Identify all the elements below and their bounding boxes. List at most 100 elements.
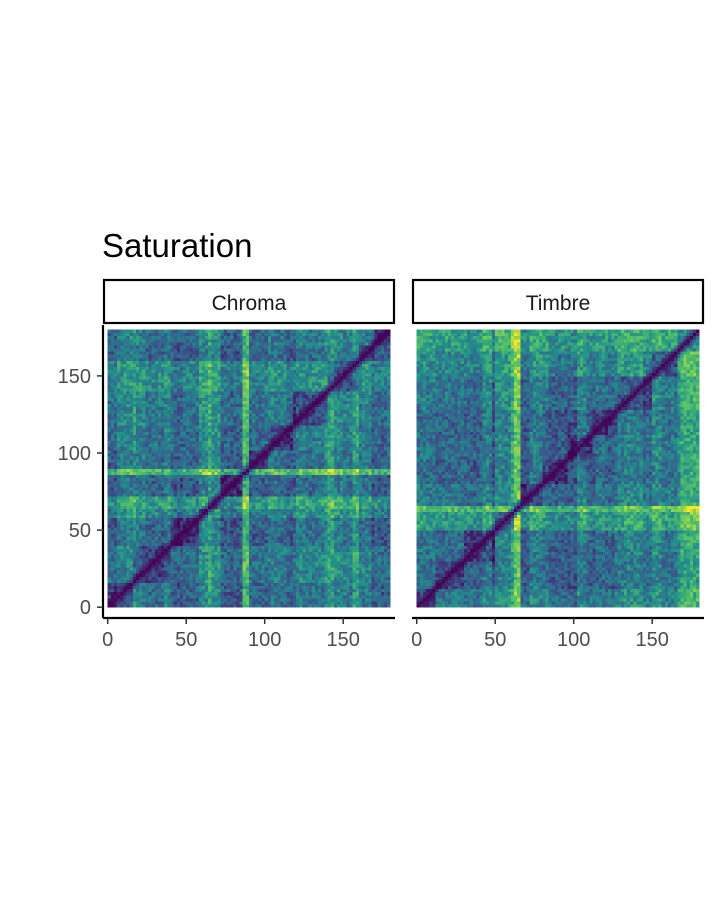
heatmap-tile	[217, 345, 222, 349]
heatmap-tile	[173, 502, 178, 506]
heatmap-tile	[145, 341, 149, 346]
heatmap-tile	[107, 351, 112, 355]
heatmap-tile	[164, 505, 168, 509]
heatmap-tile	[236, 465, 240, 469]
heatmap-tile	[195, 477, 200, 482]
heatmap-tile	[129, 391, 134, 395]
heatmap-tile	[252, 511, 256, 516]
heatmap-tile	[145, 415, 149, 420]
heatmap-tile	[117, 409, 121, 414]
heatmap-tile	[139, 471, 143, 475]
heatmap-tile	[195, 332, 200, 337]
heatmap-tile	[227, 452, 231, 457]
heatmap-tile	[129, 332, 134, 337]
heatmap-tile	[245, 536, 250, 540]
heatmap-tile	[233, 594, 237, 599]
heatmap-tile	[176, 539, 181, 543]
heatmap-tile	[258, 372, 262, 377]
heatmap-tile	[139, 465, 143, 469]
heatmap-tile	[189, 456, 193, 460]
heatmap-tile	[123, 554, 127, 559]
heatmap-tile	[274, 422, 278, 426]
heatmap-tile	[264, 496, 269, 500]
heatmap-tile	[189, 378, 193, 383]
heatmap-tile	[267, 542, 272, 546]
heatmap-tile	[145, 517, 149, 522]
heatmap-tile	[183, 354, 187, 358]
heatmap-tile	[233, 486, 237, 491]
heatmap-tile	[107, 332, 112, 337]
heatmap-tile	[217, 341, 222, 346]
heatmap-tile	[277, 345, 281, 349]
heatmap-tile	[211, 351, 215, 355]
heatmap-tile	[198, 345, 203, 349]
heatmap-tile	[132, 517, 137, 522]
heatmap-tile	[154, 431, 159, 435]
heatmap-tile	[230, 582, 234, 587]
heatmap-tile	[151, 360, 156, 364]
heatmap-tile	[110, 434, 115, 438]
heatmap-tile	[151, 585, 156, 590]
heatmap-tile	[129, 338, 134, 343]
heatmap-tile	[280, 527, 284, 531]
heatmap-tile	[132, 508, 137, 512]
heatmap-tile	[186, 573, 190, 577]
heatmap-tile	[142, 502, 146, 506]
heatmap-tile	[220, 545, 225, 550]
heatmap-tile	[120, 508, 124, 512]
heatmap-tile	[126, 422, 131, 426]
heatmap-tile	[223, 505, 228, 509]
heatmap-tile	[211, 493, 215, 497]
heatmap-tile	[208, 542, 212, 546]
heatmap-tile	[252, 496, 256, 500]
heatmap-tile	[132, 601, 137, 605]
heatmap-tile	[227, 527, 231, 531]
heatmap-tile	[261, 508, 266, 512]
heatmap-tile	[236, 357, 240, 361]
heatmap-tile	[195, 354, 200, 358]
heatmap-tile	[113, 486, 118, 491]
heatmap-tile	[113, 493, 118, 497]
heatmap-tile	[277, 576, 281, 580]
heatmap-tile	[230, 357, 234, 361]
heatmap-tile	[176, 557, 181, 562]
heatmap-tile	[157, 594, 162, 599]
heatmap-tile	[214, 369, 219, 374]
heatmap-tile	[217, 425, 222, 429]
heatmap-tile	[113, 369, 118, 374]
heatmap-tile	[113, 557, 118, 562]
heatmap-tile	[208, 385, 212, 389]
heatmap-tile	[198, 542, 203, 546]
heatmap-tile	[161, 465, 165, 469]
heatmap-tile	[167, 406, 171, 411]
heatmap-tile	[167, 372, 171, 377]
heatmap-tile	[208, 527, 212, 531]
heatmap-tile	[258, 533, 262, 537]
heatmap-tile	[201, 345, 206, 349]
heatmap-tile	[208, 545, 212, 550]
heatmap-tile	[117, 332, 121, 337]
heatmap-tile	[249, 570, 253, 574]
heatmap-tile	[201, 332, 206, 337]
heatmap-tile	[151, 456, 156, 460]
heatmap-tile	[258, 511, 262, 516]
heatmap-tile	[135, 406, 140, 411]
heatmap-tile	[198, 576, 203, 580]
heatmap-tile	[208, 474, 212, 479]
heatmap-tile	[170, 360, 175, 364]
heatmap-tile	[270, 446, 275, 451]
heatmap-tile	[107, 480, 112, 485]
heatmap-tile	[255, 545, 259, 550]
heatmap-tile	[267, 474, 272, 479]
heatmap-tile	[142, 564, 146, 568]
heatmap-tile	[135, 388, 140, 392]
heatmap-tile	[217, 360, 222, 364]
heatmap-tile	[270, 471, 275, 475]
heatmap-tile	[151, 415, 156, 420]
heatmap-tile	[267, 585, 272, 590]
heatmap-tile	[151, 477, 156, 482]
heatmap-tile	[264, 548, 269, 553]
heatmap-tile	[120, 351, 124, 355]
heatmap-tile	[242, 363, 247, 368]
heatmap-tile	[179, 471, 184, 475]
